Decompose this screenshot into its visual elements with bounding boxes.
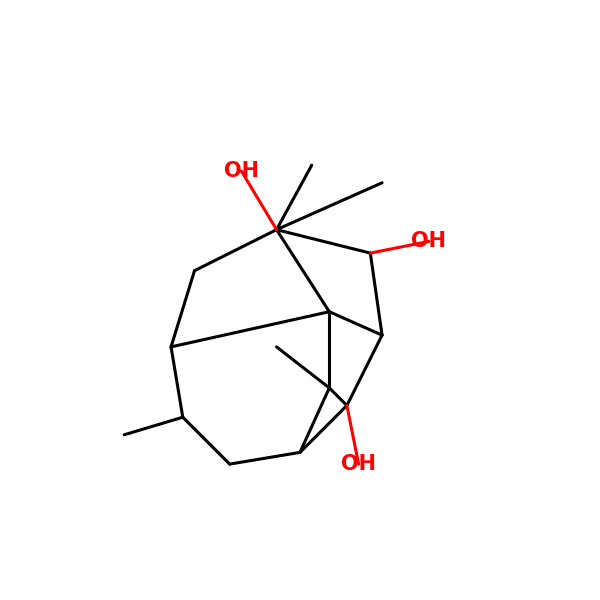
Text: OH: OH: [412, 232, 446, 251]
Text: OH: OH: [341, 454, 376, 474]
Text: OH: OH: [224, 161, 259, 181]
